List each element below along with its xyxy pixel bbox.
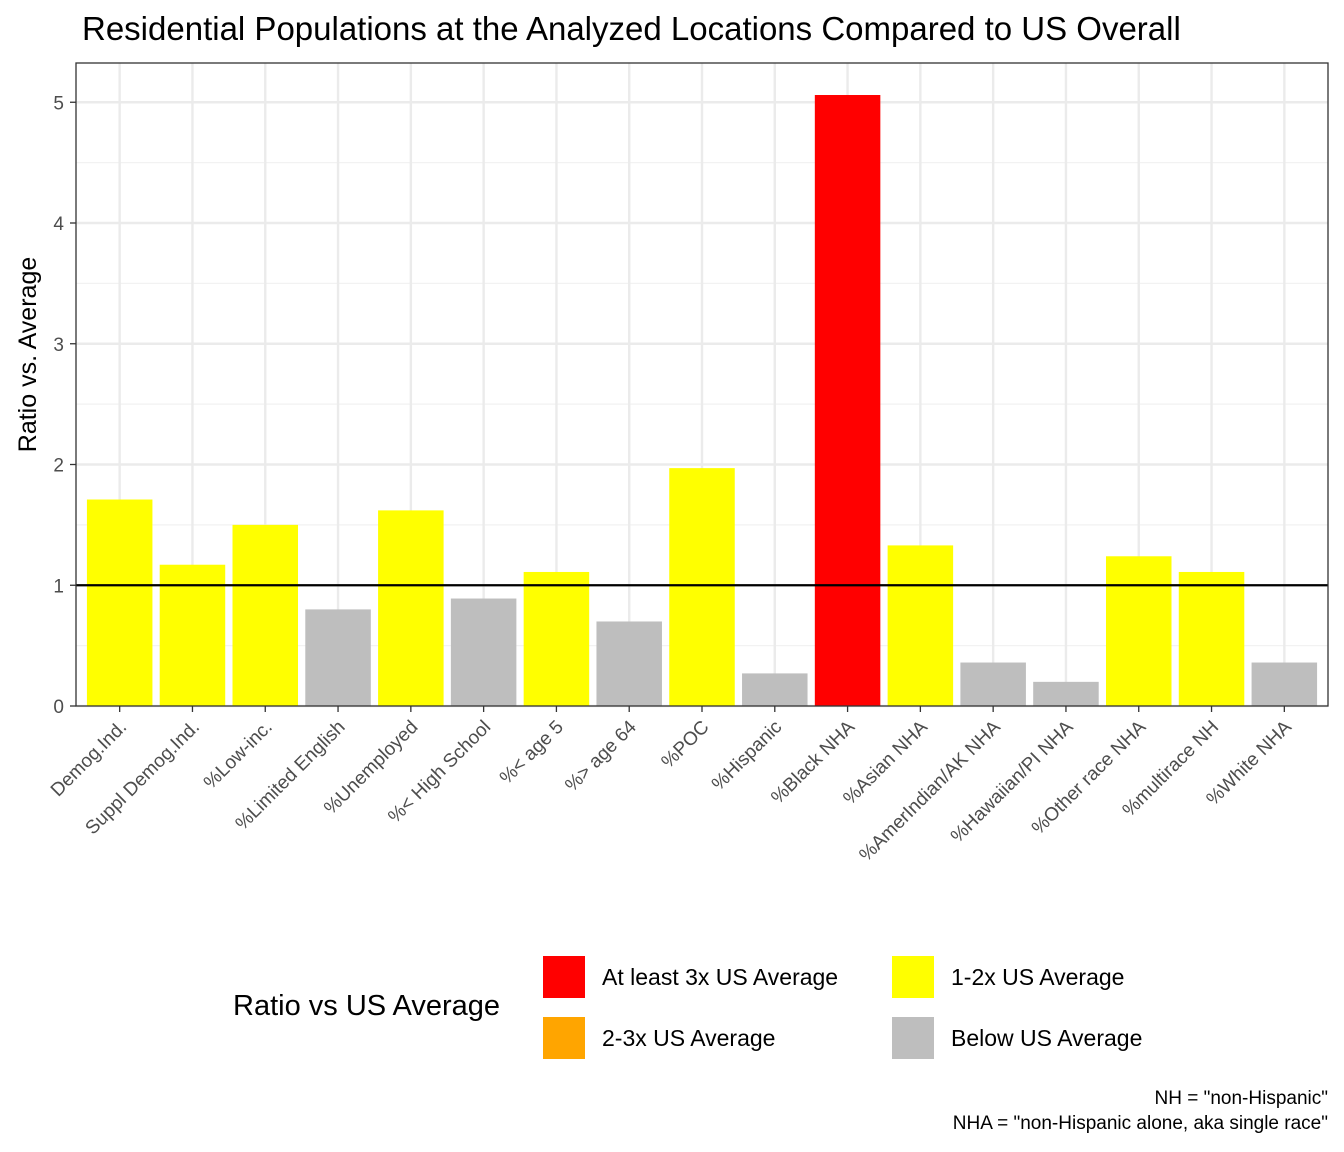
bar bbox=[86, 499, 153, 706]
bar bbox=[159, 564, 226, 706]
x-tick-label: %POC bbox=[658, 717, 714, 773]
legend-item-at-least-3x: At least 3x US Average bbox=[543, 956, 838, 998]
y-tick-label: 2 bbox=[53, 456, 64, 477]
bar bbox=[378, 510, 444, 706]
footnote-nh: NH = "non-Hispanic" bbox=[1154, 1088, 1328, 1109]
x-tick-label: %< age 5 bbox=[496, 717, 568, 789]
legend-swatch bbox=[892, 956, 934, 998]
y-tick-label: 5 bbox=[53, 93, 64, 114]
legend-item-below: Below US Average bbox=[892, 1017, 1142, 1059]
x-tick-label: %Low-inc. bbox=[200, 717, 277, 794]
y-tick-label: 0 bbox=[53, 697, 64, 718]
bar bbox=[596, 621, 662, 706]
bar bbox=[669, 468, 735, 706]
x-tick-label: %AmerIndian/AK NHA bbox=[855, 716, 1004, 865]
bar bbox=[887, 545, 954, 706]
bar bbox=[1033, 681, 1099, 706]
legend-swatch bbox=[543, 956, 585, 998]
legend-swatch bbox=[543, 1017, 585, 1059]
bar bbox=[960, 662, 1026, 706]
bar bbox=[305, 609, 371, 706]
bar bbox=[450, 598, 517, 706]
bar bbox=[232, 524, 299, 706]
x-tick-label: %Hispanic bbox=[708, 717, 786, 795]
bar bbox=[742, 673, 808, 706]
legend-title: Ratio vs US Average bbox=[233, 990, 501, 1022]
legend-item-1-2x: 1-2x US Average bbox=[892, 956, 1124, 998]
footnote-nha: NHA = "non-Hispanic alone, aka single ra… bbox=[952, 1113, 1328, 1134]
bar bbox=[814, 95, 881, 706]
y-tick-label: 1 bbox=[53, 576, 64, 597]
chart-title: Residential Populations at the Analyzed … bbox=[82, 10, 1181, 47]
legend-label: At least 3x US Average bbox=[602, 963, 839, 990]
bar bbox=[1178, 571, 1245, 706]
legend-label: 2-3x US Average bbox=[602, 1024, 776, 1051]
x-tick-label: %> age 64 bbox=[561, 716, 641, 796]
legend-swatch bbox=[892, 1017, 934, 1059]
legend-item-2-3x: 2-3x US Average bbox=[543, 1017, 775, 1059]
x-tick-label: %Hawaiian/PI NHA bbox=[947, 716, 1078, 847]
bar bbox=[1251, 662, 1318, 706]
bar bbox=[523, 571, 590, 706]
y-tick-label: 4 bbox=[53, 214, 64, 235]
y-tick-label: 3 bbox=[53, 335, 64, 356]
bar bbox=[1105, 556, 1172, 706]
y-axis-title: Ratio vs. Average bbox=[14, 257, 42, 452]
legend-label: Below US Average bbox=[951, 1024, 1143, 1051]
legend-label: 1-2x US Average bbox=[951, 963, 1125, 990]
